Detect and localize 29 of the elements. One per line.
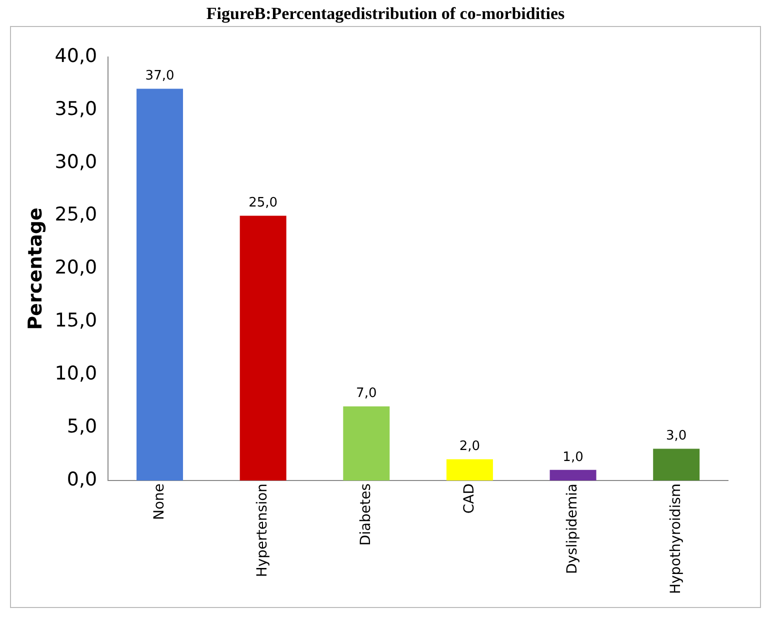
data-label: 1,0 (562, 450, 584, 465)
bar (343, 406, 390, 480)
y-tick-label: 30,0 (54, 150, 98, 173)
x-tick-label: Dyslipidemia (564, 483, 581, 574)
data-label: 3,0 (666, 428, 687, 444)
y-tick-label: 15,0 (54, 310, 98, 332)
bar (446, 459, 493, 480)
data-label: 37,0 (145, 68, 174, 84)
y-tick-label: 35,0 (54, 98, 98, 120)
y-tick-label: 20,0 (54, 256, 98, 279)
data-label: 25,0 (248, 196, 278, 211)
bar (136, 88, 184, 480)
y-tick-label: 25,0 (54, 204, 98, 226)
data-label: 2,0 (459, 439, 480, 454)
x-tick-label: Hypertension (254, 483, 271, 578)
y-tick-label: 10,0 (54, 362, 98, 385)
x-tick-label: Hypothyroidism (668, 483, 684, 594)
x-tick-label: CAD (461, 483, 478, 514)
y-tick-label: 0,0 (66, 468, 98, 490)
x-tick-label: None (151, 483, 168, 520)
chart-title: FigureB:Percentagedistribution of co-morbidities (205, 4, 566, 24)
data-label: 7,0 (356, 386, 377, 402)
y-tick-label: 40,0 (54, 44, 98, 67)
bar (240, 216, 286, 480)
y-tick-label: 5,0 (66, 415, 98, 438)
bar (653, 448, 700, 480)
y-axis-title: Percentage (24, 208, 46, 330)
bar (550, 470, 596, 480)
x-tick-label: Diabetes (358, 483, 374, 546)
